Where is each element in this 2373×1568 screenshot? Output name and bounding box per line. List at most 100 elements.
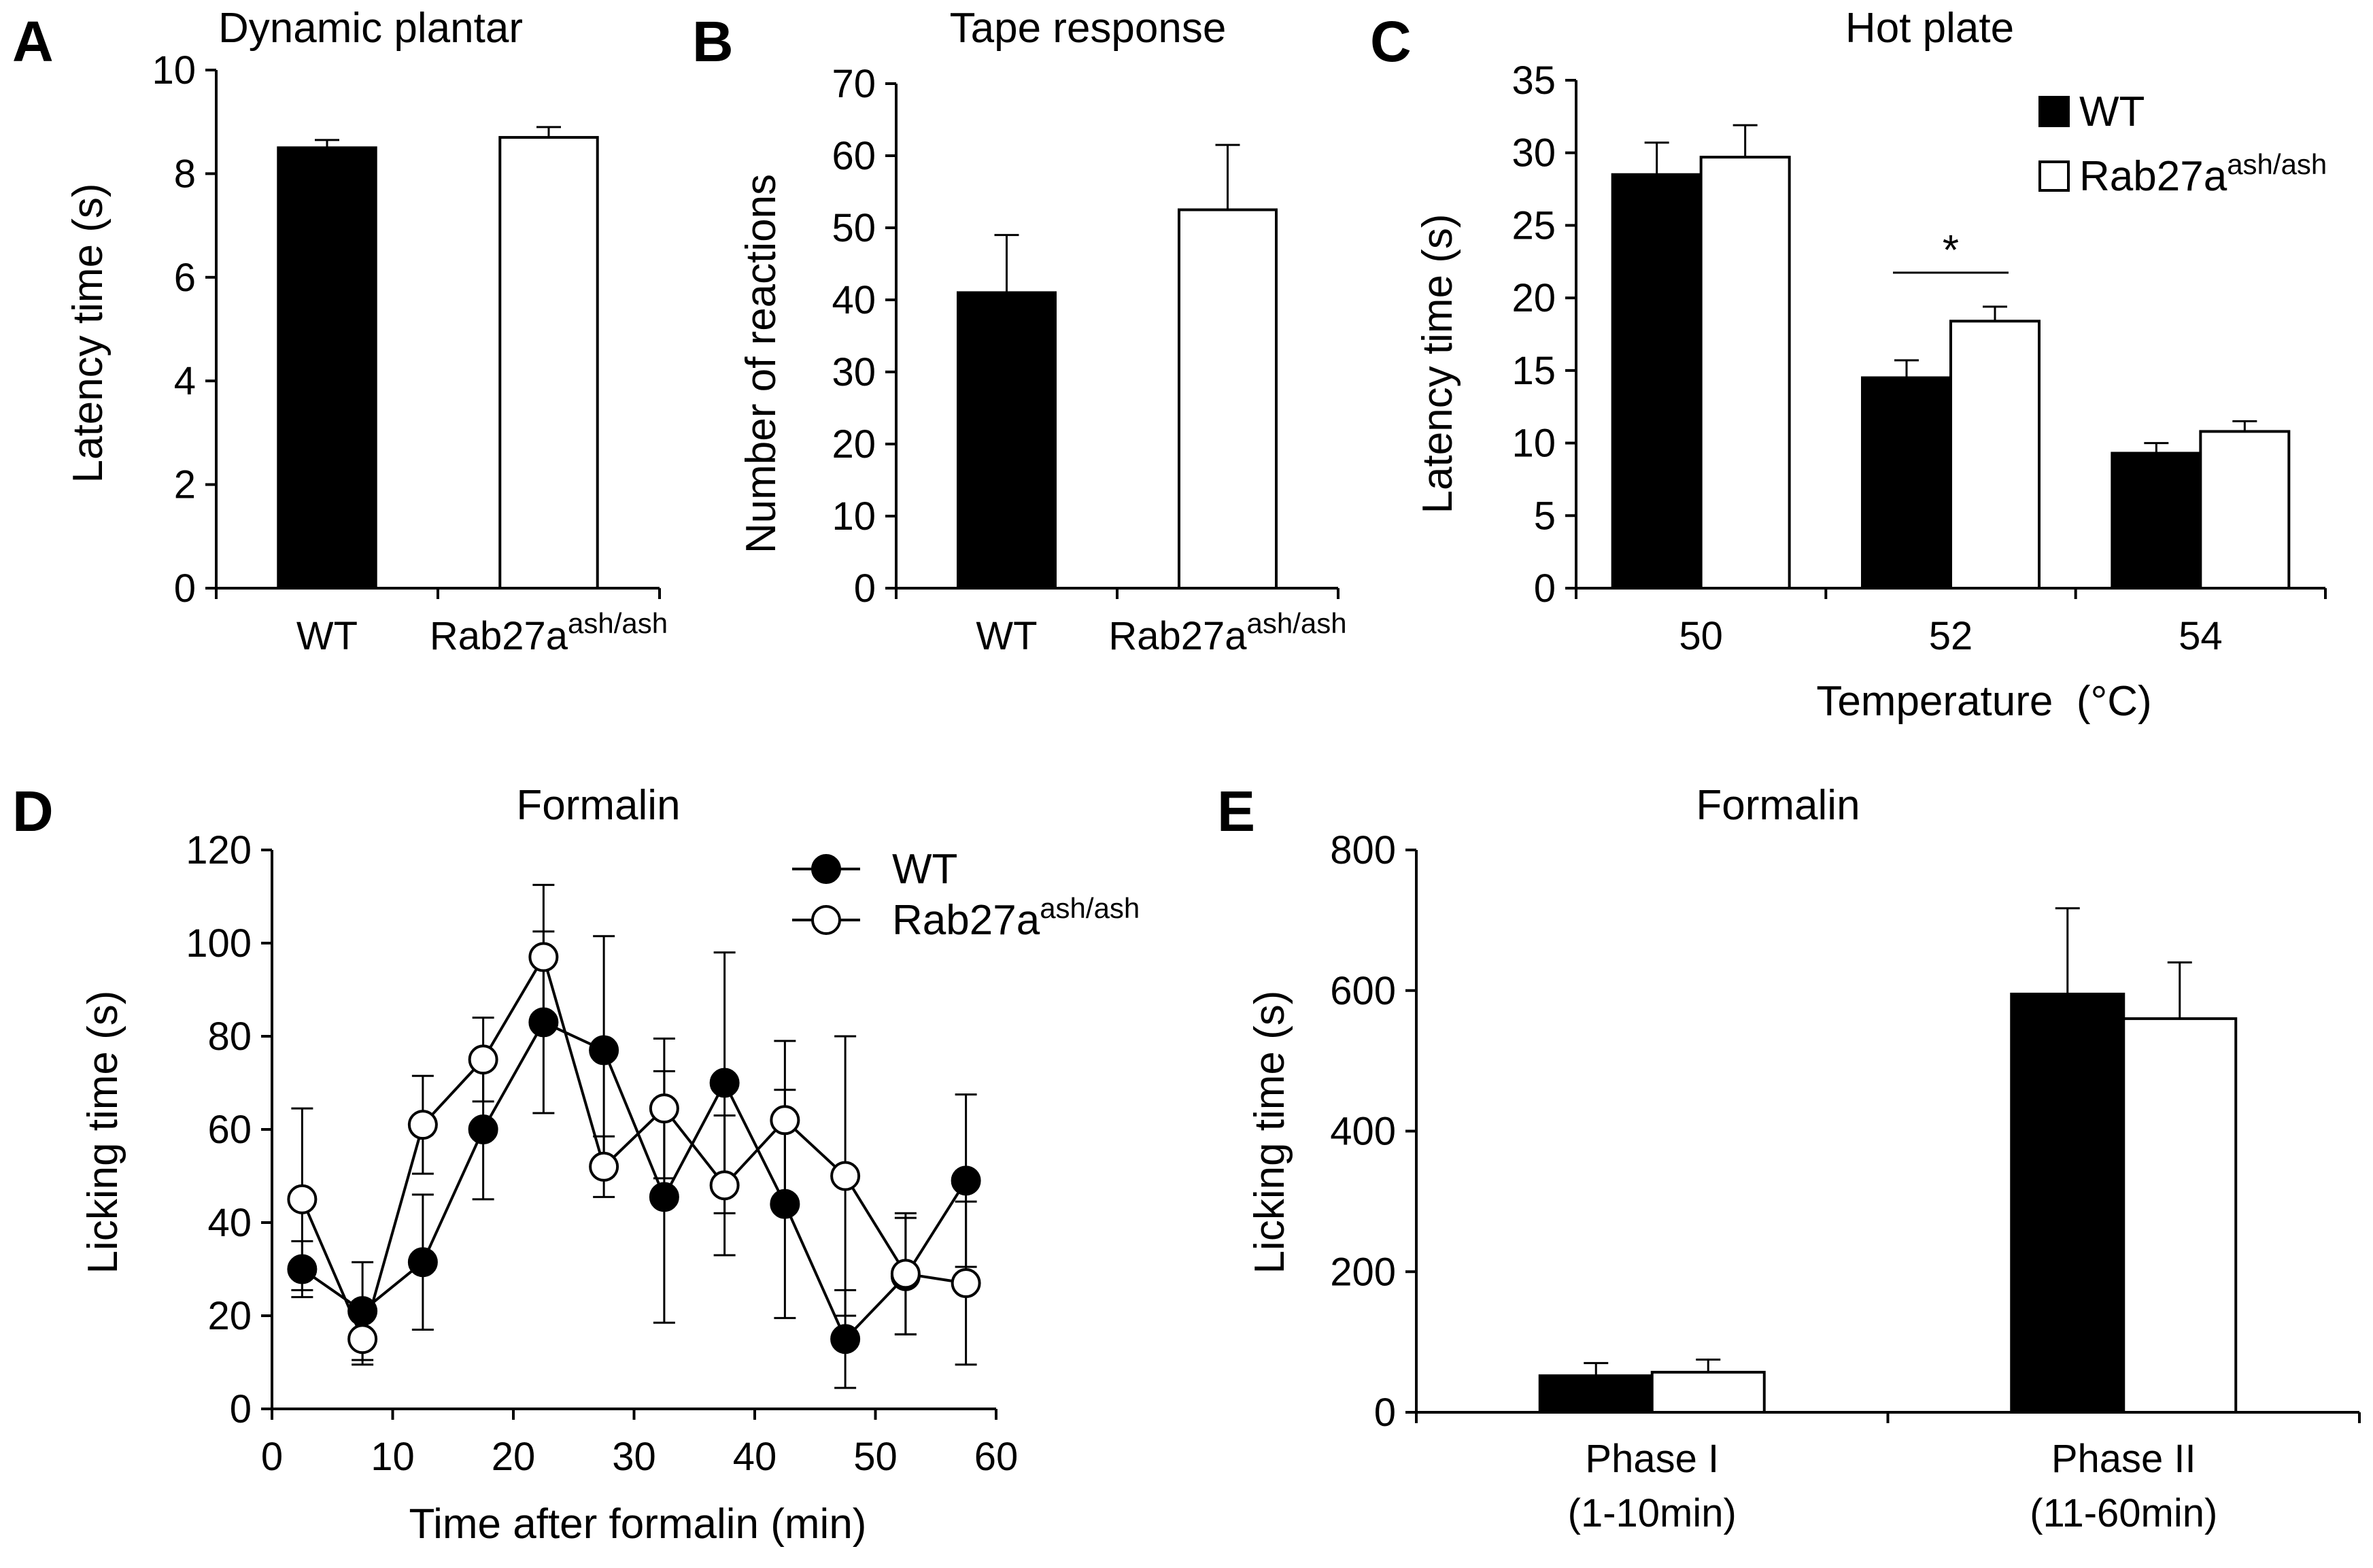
panel-e-y-tick-label: 200 <box>1330 1250 1396 1294</box>
panel-c: C Hot plate Latency time (s) Temperature… <box>1370 5 2327 725</box>
panel-d-rab27a-point <box>951 1268 981 1299</box>
panel-a-x-tick-label: Rab27aash/ash <box>430 607 668 658</box>
panel-c-x-tick-label: 50 <box>1679 614 1723 658</box>
panel-c-legend-label-base: WT <box>2079 88 2145 135</box>
panel-c-bar <box>2199 430 2291 590</box>
panel-b-y-tick-label: 20 <box>832 422 876 466</box>
panel-d-legend-label-superscript: ash/ash <box>1040 892 1140 924</box>
panel-c-y-tick-label: 35 <box>1512 58 1556 103</box>
panel-d-rab27a-point <box>287 1184 318 1214</box>
panel-d-wt-point <box>649 1182 679 1212</box>
panel-d-wt-point <box>830 1324 861 1354</box>
panel-d-x-tick-label: 30 <box>612 1435 656 1479</box>
panel-c-bar <box>1949 320 2041 590</box>
panel-d-x-tick-label: 40 <box>733 1435 777 1479</box>
panel-d-y-tick-label: 40 <box>207 1201 252 1245</box>
panel-c-bar <box>1861 376 1952 590</box>
panel-d-x-axis-label: Time after formalin (min) <box>409 1501 867 1548</box>
panel-d-wt-point <box>770 1189 800 1219</box>
panel-d-wt-point <box>709 1068 740 1098</box>
panel-b-bar <box>957 291 1057 590</box>
panel-d-x-tick-label: 50 <box>853 1435 898 1479</box>
panel-c-y-tick-label: 10 <box>1512 422 1556 466</box>
panel-d-y-tick-label: 80 <box>207 1015 252 1059</box>
panel-d-y-tick-label: 100 <box>186 921 252 966</box>
panel-d-wt-series-line <box>301 1020 968 1342</box>
panel-c-y-axis-label: Latency time (s) <box>1414 214 1461 513</box>
panel-d-wt-point <box>528 1007 559 1038</box>
panel-b-x-tick-label: WT <box>976 614 1037 658</box>
panel-d: D Formalin Licking time (s) Time after f… <box>12 779 1140 1548</box>
panel-b-x-tick-label-superscript: ash/ash <box>1247 607 1347 639</box>
panel-a-y-tick-label: 8 <box>174 152 196 196</box>
panel-d-rab27a-point <box>407 1110 438 1140</box>
panel-e-x-tick-label-line2: (11-60min) <box>2030 1491 2217 1535</box>
panel-b-y-tick-label: 50 <box>832 206 876 250</box>
panel-d-y-tick-label: 60 <box>207 1108 252 1152</box>
panel-c-title: Hot plate <box>1845 5 2014 52</box>
panel-c-legend-swatch <box>2038 96 2070 127</box>
panel-c-bar <box>1611 173 1703 590</box>
panel-b: B Tape response Number of reactions 0 10 2… <box>692 5 1347 658</box>
panel-d-x-tick-label: 20 <box>492 1435 536 1479</box>
panel-d-y-axis-label: Licking time (s) <box>80 991 126 1274</box>
panel-c-plot: 0 5 10 15 20 25 30 35 50 52 54 * <box>1512 58 2327 658</box>
panel-c-legend: WT Rab27aash/ash <box>2038 88 2327 200</box>
panel-d-rab27a-point <box>830 1161 861 1191</box>
panel-d-wt-point <box>407 1247 438 1278</box>
panel-c-y-tick-label: 15 <box>1512 349 1556 393</box>
panel-a-x-tick-label-superscript: ash/ash <box>568 607 668 639</box>
panel-c-y-tick-label: 0 <box>1534 566 1556 611</box>
panel-a-plot: 0 2 4 6 8 10 WT Rab27aash/ash <box>152 48 668 658</box>
panel-b-y-tick-label: 40 <box>832 278 876 322</box>
panel-e-bar <box>2122 1017 2238 1414</box>
panel-d-legend-label-base: Rab27a <box>892 897 1040 944</box>
panel-b-y-tick-label: 60 <box>832 134 876 178</box>
panel-d-rab27a-point <box>649 1093 679 1124</box>
panel-b-y-tick-label: 0 <box>854 566 876 611</box>
panel-a-y-tick-label: 10 <box>152 48 196 92</box>
panel-b-x-tick-label: Rab27aash/ash <box>1108 607 1346 658</box>
panel-b-title: Tape response <box>950 5 1227 52</box>
panel-d-wt-point <box>468 1114 498 1144</box>
panel-e: E Formalin Licking time (s) 0 200 400 600 80… <box>1217 779 2361 1535</box>
panel-c-y-tick-label: 30 <box>1512 131 1556 175</box>
panel-c-y-tick-label: 25 <box>1512 203 1556 248</box>
panel-e-y-tick-label: 600 <box>1330 969 1396 1013</box>
panel-a-y-axis-label: Latency time (s) <box>65 183 112 483</box>
panel-d-wt-point <box>589 1035 619 1066</box>
panel-a-y-tick-label: 2 <box>174 463 196 507</box>
panel-d-y-tick-label: 0 <box>230 1387 252 1431</box>
panel-a-bar <box>498 136 599 590</box>
panel-b-x-tick-label-base: WT <box>976 614 1037 658</box>
panel-a-y-tick-label: 4 <box>174 359 196 403</box>
panel-c-legend-swatch <box>2038 160 2070 192</box>
panel-c-y-tick-label: 5 <box>1534 494 1556 538</box>
panel-a: A Dynamic plantar Latency time (s) 0 2 4 6 8… <box>12 5 668 658</box>
panel-d-y-tick-label: 120 <box>186 828 252 872</box>
panel-d-label: D <box>12 779 54 843</box>
panel-c-x-tick-label: 54 <box>2179 614 2223 658</box>
panel-d-x-tick-label: 0 <box>261 1435 283 1479</box>
panel-c-bar <box>2111 451 2202 590</box>
panel-e-bar <box>1538 1374 1654 1414</box>
panel-c-legend-label: Rab27aash/ash <box>2079 148 2327 200</box>
panel-c-label: C <box>1370 10 1412 73</box>
panel-a-title: Dynamic plantar <box>218 5 523 52</box>
panel-c-y-tick-label: 20 <box>1512 276 1556 320</box>
panel-d-x-tick-label: 10 <box>371 1435 415 1479</box>
panel-b-y-tick-label: 10 <box>832 494 876 539</box>
panel-b-bar <box>1178 208 1278 590</box>
panel-c-x-tick-label: 52 <box>1929 614 1973 658</box>
panel-e-label: E <box>1217 779 1255 843</box>
panel-e-x-tick-label-line1: Phase II <box>2051 1437 2196 1481</box>
panel-e-bar <box>2010 992 2126 1414</box>
panel-d-plot: 0 20 40 60 80 100 120 0 10 20 30 40 50 60 <box>186 828 1018 1479</box>
panel-e-plot: 0 200 400 600 800 Phase I (1-10min) Phase II (11… <box>1330 828 2361 1535</box>
panel-e-y-tick-label: 400 <box>1330 1110 1396 1154</box>
panel-b-y-tick-label: 70 <box>832 62 876 106</box>
panel-d-legend-label-base: WT <box>892 846 957 893</box>
panel-d-x-tick-label: 60 <box>974 1435 1019 1479</box>
panel-d-rab27a-point <box>468 1044 498 1075</box>
